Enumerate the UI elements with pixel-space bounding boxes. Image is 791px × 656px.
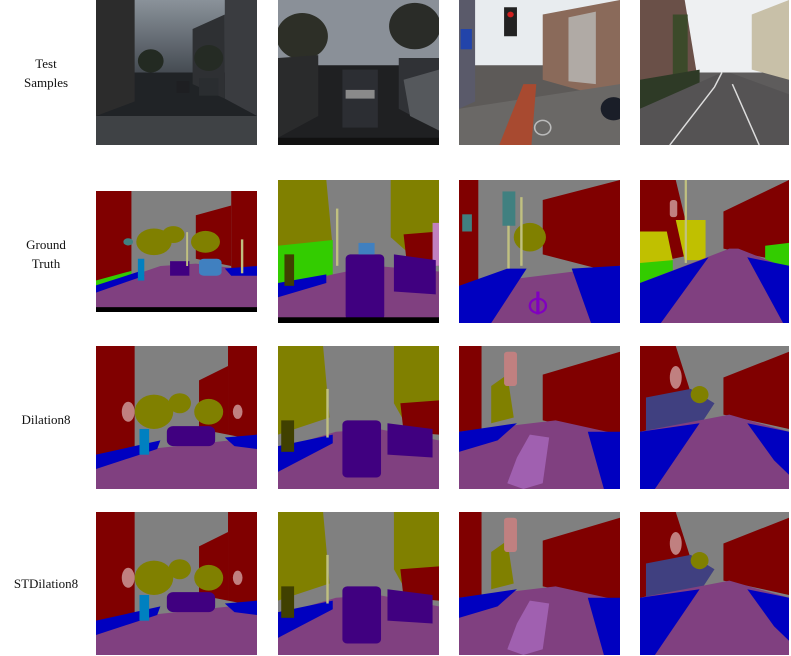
ground-truth-1 — [96, 191, 257, 312]
row-label-dilation8: Dilation8 — [0, 410, 92, 429]
ground-truth-3 — [459, 180, 620, 323]
row-label-line: Test — [35, 56, 57, 71]
stdilation8-4 — [640, 512, 789, 655]
test-image-2 — [278, 0, 439, 145]
stdilation8-3 — [459, 512, 620, 655]
dilation8-3 — [459, 346, 620, 489]
dilation8-4 — [640, 346, 789, 489]
row-label-line: Samples — [23, 75, 69, 90]
row-label-line: Dilation8 — [21, 412, 71, 427]
row-label-line: Truth — [31, 256, 61, 271]
test-image-3 — [459, 0, 620, 145]
row-label-line: Ground — [26, 237, 66, 252]
row-label-line: STDilation8 — [13, 576, 79, 591]
ground-truth-4 — [640, 180, 789, 323]
row-label-ground-truth: Ground Truth — [0, 235, 92, 273]
dilation8-2 — [278, 346, 439, 489]
dilation8-1 — [96, 346, 257, 489]
row-label-stdilation8: STDilation8 — [0, 574, 92, 593]
row-label-test-samples: Test Samples — [0, 54, 92, 92]
stdilation8-2 — [278, 512, 439, 655]
test-image-4 — [640, 0, 789, 145]
stdilation8-1 — [96, 512, 257, 655]
ground-truth-2 — [278, 180, 439, 323]
test-image-1 — [96, 0, 257, 145]
